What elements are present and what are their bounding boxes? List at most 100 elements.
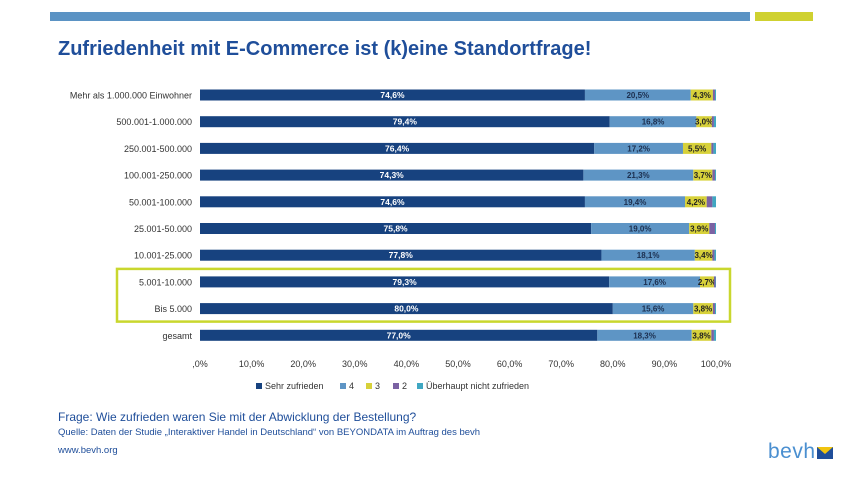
bar-segment [706,196,713,208]
bar-segment [200,169,584,181]
legend-swatch [417,383,423,389]
x-tick-label: 90,0% [652,359,678,369]
category-label: 25.001-50.000 [134,224,192,234]
bar-segment [713,329,716,341]
x-tick-label: 10,0% [239,359,265,369]
bar-segment [200,303,613,315]
legend-swatch [340,383,346,389]
category-label: Bis 5.000 [154,304,192,314]
bar-segment [584,196,686,208]
bar-segment [200,196,585,208]
legend-swatch [393,383,399,389]
data-label: 4,3% [693,91,711,100]
legend-label: Überhaupt nicht zufrieden [426,381,529,391]
bar-segment [682,142,712,154]
category-label: 250.001-500.000 [124,144,192,154]
data-label: 3,4% [694,251,712,260]
bar-segment [712,249,715,261]
bar-segment [583,169,694,181]
x-tick-label: 40,0% [394,359,420,369]
stacked-bar-chart: Mehr als 1.000.000 Einwohner 74,6% 20,5% 4,… [70,89,732,391]
data-label: 17,2% [627,144,650,153]
bar-segment [712,196,716,208]
bar-segment [714,169,716,181]
x-tick-label: 20,0% [290,359,316,369]
data-label: 80,0% [394,304,419,314]
x-tick-label: 60,0% [497,359,523,369]
bar-segment [689,223,710,234]
data-label: 3,8% [694,305,712,314]
x-tick-label: 50,0% [445,359,471,369]
legend-label: 3 [375,381,380,391]
data-label: 74,6% [380,197,405,207]
data-label: 3,0% [695,118,713,127]
data-label: 5,5% [688,144,706,153]
bar-segment [200,89,585,101]
data-label: 79,4% [393,117,418,127]
bar-segment [200,276,610,288]
bar-segment [200,249,602,261]
bevh-logo: bevh [768,440,834,468]
bar-segment [714,249,716,261]
data-label: 3,9% [690,225,708,234]
bevh-envelope-icon [817,447,833,459]
data-label: 75,8% [384,224,409,234]
bar-segment [584,89,691,101]
data-label: 76,4% [385,143,410,153]
data-label: 20,5% [626,91,649,100]
bar-segment [601,249,695,261]
legend-swatch [366,383,372,389]
bar-segment [700,276,714,288]
bar-segment [715,276,716,288]
x-tick-label: ,0% [192,359,208,369]
bar-segment [713,116,716,128]
bar-segment [693,303,713,315]
category-label: 100.001-250.000 [124,171,192,181]
bar-segment [713,142,716,154]
bar-segment [711,116,714,128]
bar-segment [200,142,595,154]
category-label: 50.001-100.000 [129,197,192,207]
data-label: 18,1% [637,251,660,260]
bar-segment [594,142,683,154]
website-link[interactable]: www.bevh.org [58,445,118,456]
data-label: 74,3% [380,170,405,180]
data-label: 77,8% [389,250,414,260]
bar-segment [597,329,692,341]
legend-label: 2 [402,381,407,391]
survey-question: Frage: Wie zufrieden waren Sie mit der A… [58,410,417,424]
logo-wordmark: bevh [768,440,816,463]
x-tick-label: 100,0% [701,359,732,369]
highlight-box [115,267,732,323]
bar-segment [696,116,712,128]
data-label: 19,4% [624,198,647,207]
bar-segment [591,223,690,234]
bar-segment [685,196,707,208]
bar-segment [691,329,712,341]
data-label: 18,3% [633,331,656,340]
data-label: 3,8% [692,331,710,340]
legend-label: 4 [349,381,354,391]
data-label: 15,6% [642,305,665,314]
bar-segment [713,276,716,288]
data-label: 17,6% [643,278,666,287]
bar-segment [609,116,697,128]
data-label: 16,8% [642,118,665,127]
category-label: 500.001-1.000.000 [116,117,192,127]
bar-segment [714,303,716,315]
page-title: Zufriedenheit mit E-Commerce ist (k)eine… [58,38,592,60]
bar-segment [712,303,715,315]
data-label: 4,2% [687,198,705,207]
bar-segment [694,249,713,261]
x-tick-label: 80,0% [600,359,626,369]
bar-segment [709,223,715,234]
data-label: 79,3% [393,277,418,287]
data-label: 21,3% [627,171,650,180]
category-label: 10.001-25.000 [134,251,192,261]
category-label: gesamt [162,331,192,341]
top-accent-bar-yellow [755,12,813,21]
bar-segment [712,89,715,101]
bar-segment [690,89,713,101]
legend-swatch [256,383,262,389]
data-label: 19,0% [629,225,652,234]
